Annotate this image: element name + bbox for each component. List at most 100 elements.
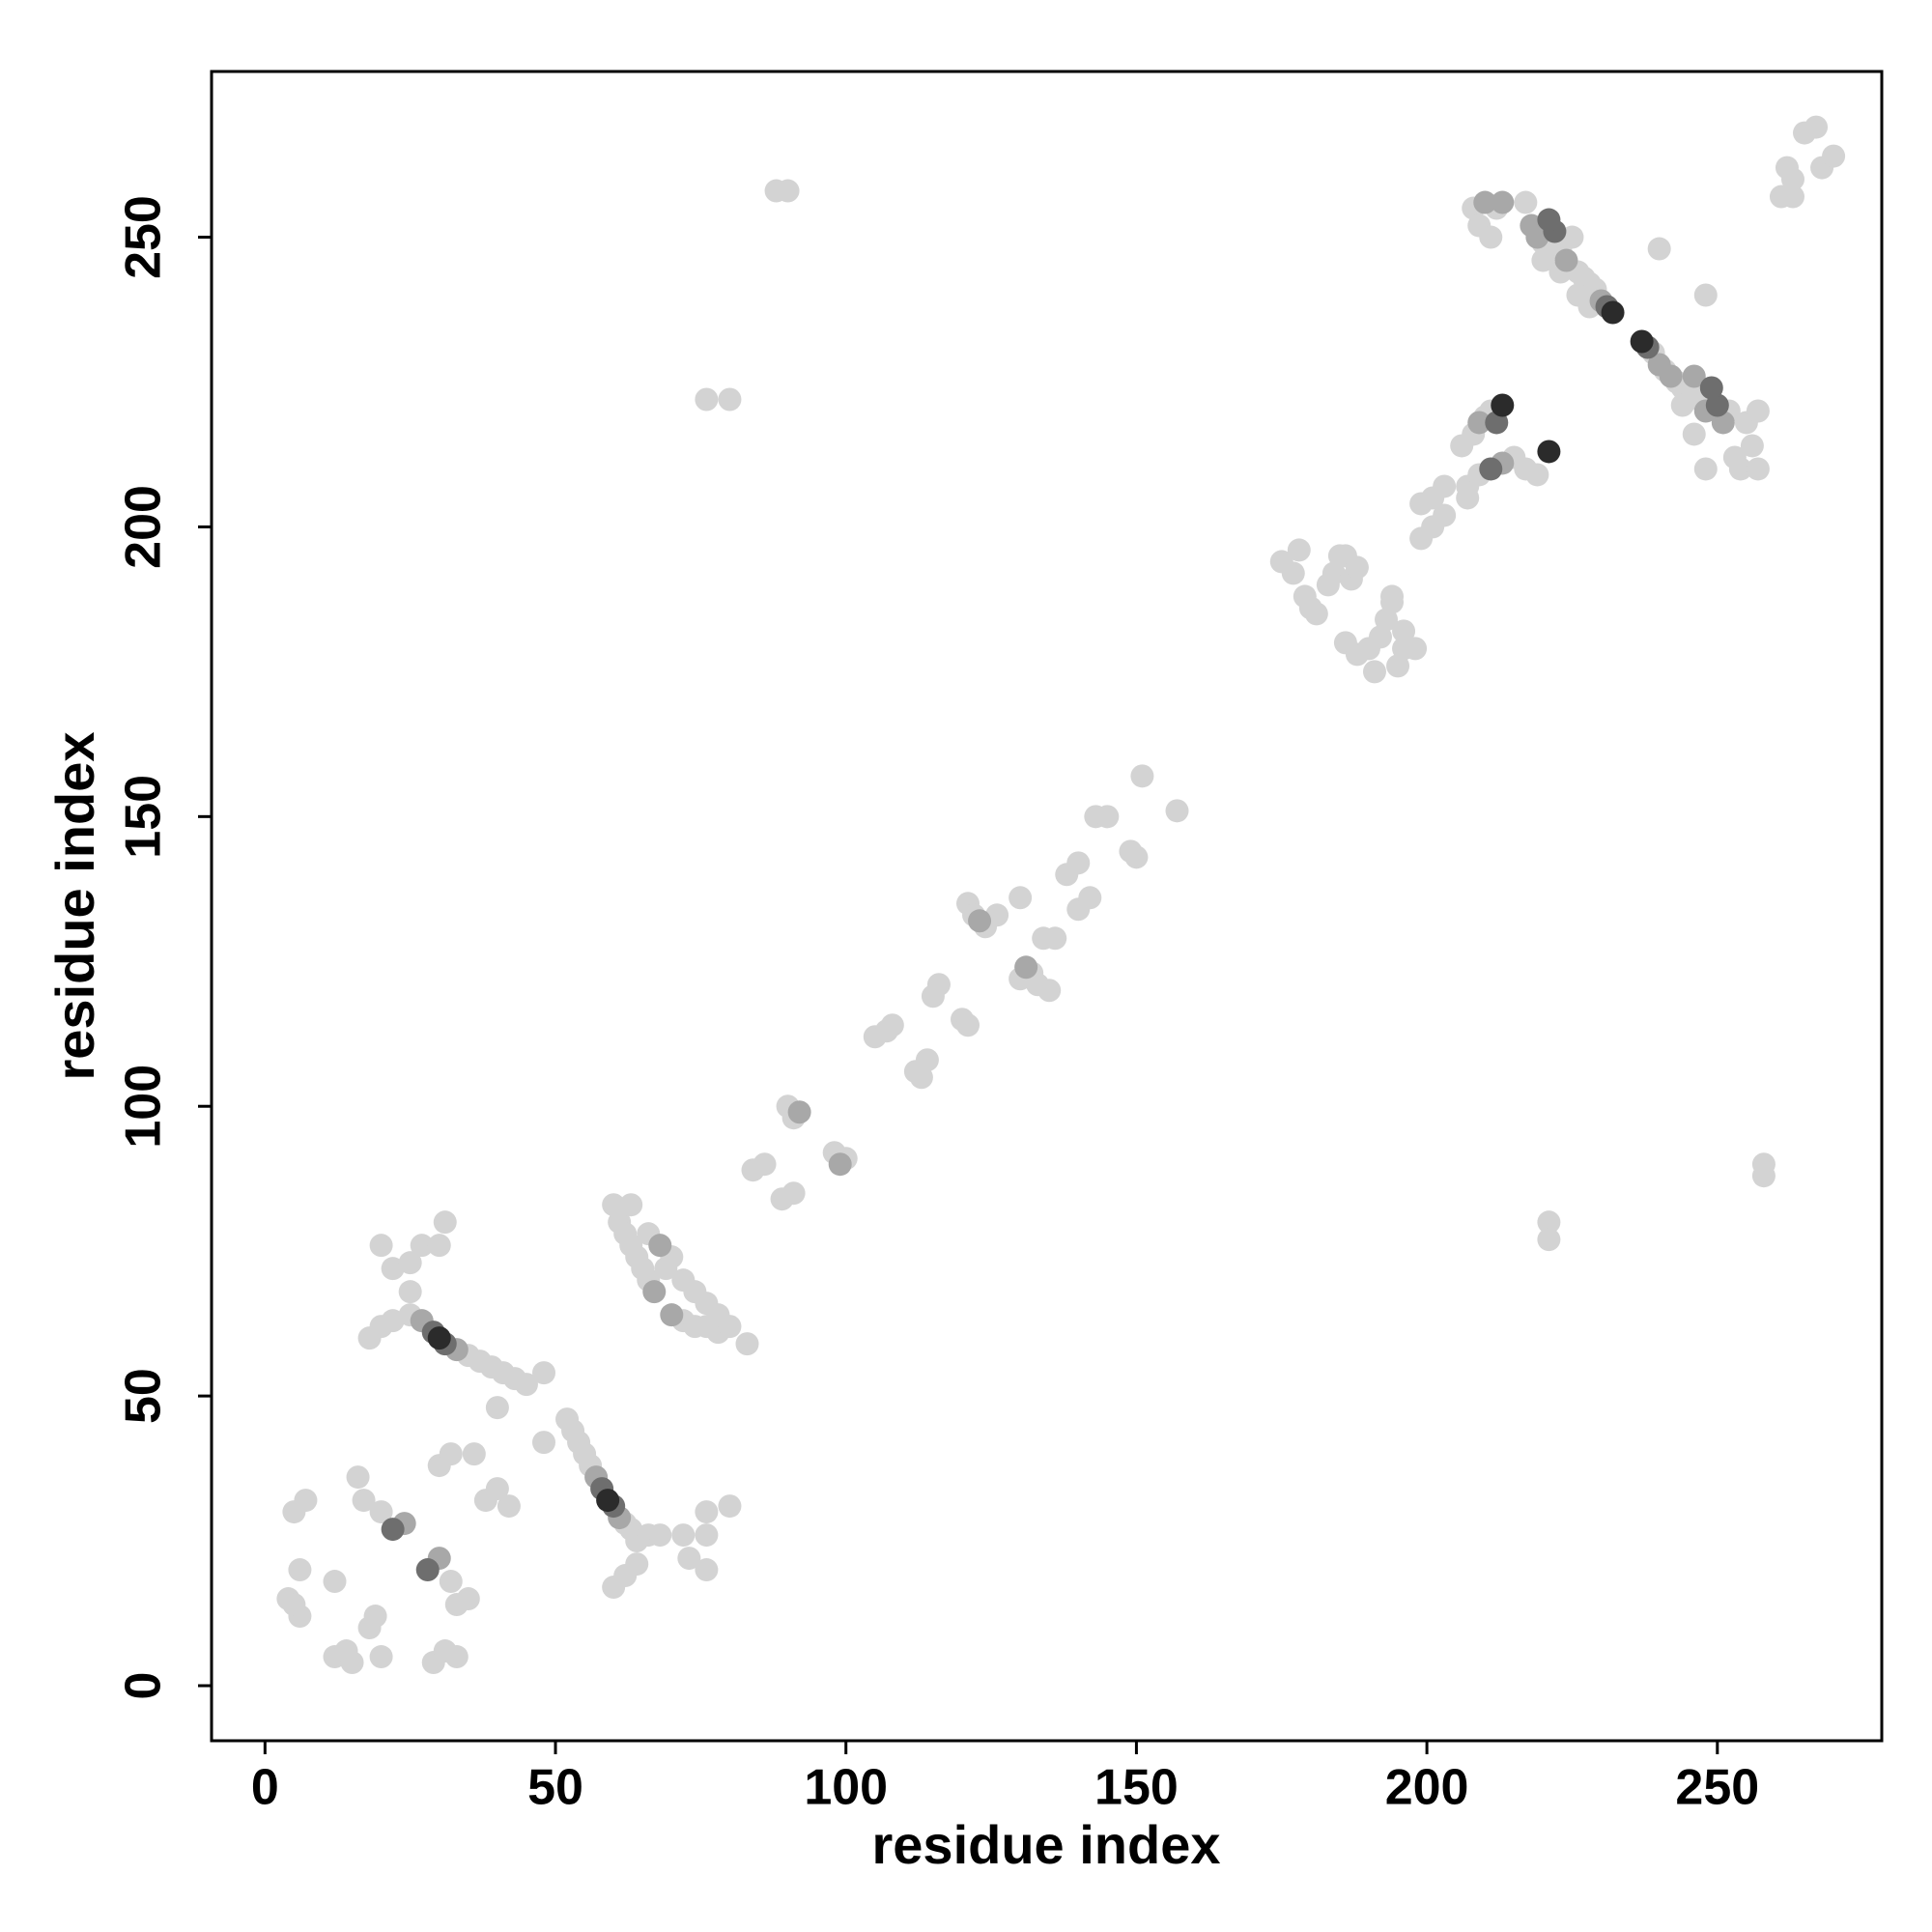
x-tick-label: 50 bbox=[527, 1760, 583, 1816]
point bbox=[695, 387, 719, 412]
point bbox=[531, 1361, 555, 1385]
point bbox=[1601, 300, 1625, 325]
point bbox=[369, 1500, 393, 1524]
point bbox=[415, 1558, 440, 1582]
point bbox=[926, 973, 951, 997]
point bbox=[1479, 225, 1503, 249]
point bbox=[619, 1193, 643, 1217]
point bbox=[1281, 561, 1305, 585]
point bbox=[968, 909, 992, 933]
point bbox=[1554, 248, 1578, 272]
point bbox=[735, 1332, 759, 1356]
point bbox=[1560, 225, 1584, 249]
point bbox=[514, 1373, 538, 1397]
point bbox=[381, 1309, 405, 1333]
x-tick-label: 100 bbox=[804, 1760, 888, 1816]
point bbox=[369, 1234, 393, 1258]
point bbox=[828, 1152, 852, 1177]
point bbox=[1780, 185, 1804, 209]
point bbox=[1751, 1152, 1776, 1177]
point bbox=[642, 1280, 667, 1304]
point bbox=[718, 387, 742, 412]
point bbox=[718, 1494, 742, 1519]
point bbox=[1693, 457, 1718, 481]
point bbox=[1746, 457, 1770, 481]
point bbox=[444, 1645, 469, 1669]
point bbox=[1014, 955, 1038, 980]
point bbox=[648, 1523, 672, 1548]
x-tick-label: 200 bbox=[1385, 1760, 1469, 1816]
point bbox=[444, 1593, 469, 1617]
point bbox=[753, 1152, 777, 1177]
point bbox=[1520, 213, 1544, 238]
point bbox=[956, 1013, 980, 1037]
y-tick-label: 0 bbox=[116, 1672, 172, 1700]
point bbox=[1433, 503, 1457, 527]
x-tick-label: 150 bbox=[1094, 1760, 1179, 1816]
point bbox=[880, 1013, 904, 1037]
point bbox=[1119, 839, 1143, 864]
point bbox=[1804, 115, 1829, 139]
point bbox=[660, 1303, 684, 1327]
point bbox=[282, 1593, 306, 1617]
point bbox=[1682, 364, 1706, 388]
point bbox=[1456, 486, 1480, 510]
point bbox=[1345, 555, 1369, 580]
point bbox=[781, 1181, 806, 1206]
x-axis-title: residue index bbox=[871, 1814, 1220, 1875]
point bbox=[398, 1280, 422, 1304]
point bbox=[1467, 411, 1492, 435]
point bbox=[497, 1494, 521, 1519]
point bbox=[1693, 283, 1718, 307]
point bbox=[654, 1257, 678, 1281]
point bbox=[346, 1465, 370, 1490]
point bbox=[1699, 376, 1723, 400]
point bbox=[531, 1431, 555, 1455]
point bbox=[398, 1251, 422, 1275]
point bbox=[1659, 364, 1683, 388]
point bbox=[1066, 851, 1091, 875]
point bbox=[288, 1558, 312, 1582]
point bbox=[323, 1570, 347, 1594]
point bbox=[1746, 399, 1770, 423]
point bbox=[485, 1396, 509, 1420]
point bbox=[1287, 538, 1311, 562]
point bbox=[1537, 1210, 1561, 1235]
point bbox=[1433, 474, 1457, 498]
point bbox=[410, 1234, 434, 1258]
point bbox=[1362, 660, 1386, 684]
point bbox=[1479, 457, 1503, 481]
point bbox=[706, 1303, 730, 1327]
point bbox=[915, 1048, 939, 1072]
point bbox=[1514, 190, 1538, 214]
point bbox=[1537, 208, 1561, 232]
point bbox=[1078, 886, 1102, 910]
point bbox=[1525, 463, 1549, 487]
plot-frame bbox=[210, 70, 1884, 1743]
point bbox=[1037, 979, 1062, 1003]
point bbox=[648, 1234, 672, 1258]
point bbox=[1491, 393, 1515, 417]
y-axis-title: residue index bbox=[44, 731, 105, 1080]
point bbox=[485, 1477, 509, 1501]
y-tick-label: 250 bbox=[116, 195, 172, 279]
x-tick-label: 0 bbox=[251, 1760, 279, 1816]
point bbox=[340, 1651, 364, 1675]
point bbox=[677, 1547, 701, 1571]
point bbox=[1009, 886, 1033, 910]
point bbox=[1728, 457, 1752, 481]
y-tick-label: 100 bbox=[116, 1065, 172, 1149]
point bbox=[787, 1100, 811, 1124]
point bbox=[1404, 637, 1428, 661]
y-tick-label: 200 bbox=[116, 485, 172, 569]
point bbox=[357, 1616, 382, 1640]
point bbox=[985, 903, 1009, 927]
point bbox=[1491, 190, 1515, 214]
point bbox=[433, 1210, 457, 1235]
point bbox=[439, 1442, 463, 1466]
point bbox=[1647, 237, 1671, 261]
point bbox=[776, 179, 800, 203]
point bbox=[369, 1645, 393, 1669]
